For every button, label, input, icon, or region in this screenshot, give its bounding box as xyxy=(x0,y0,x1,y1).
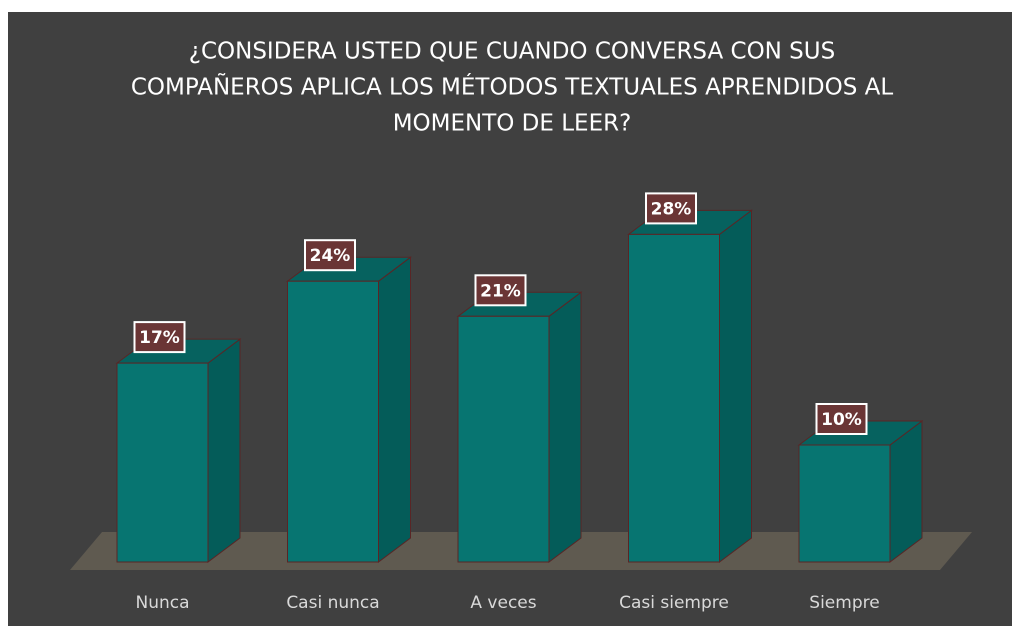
bar-side xyxy=(889,420,923,563)
bar xyxy=(798,444,891,563)
value-label: 17% xyxy=(139,328,180,348)
bar xyxy=(628,233,720,563)
x-tick-label: Siempre xyxy=(809,593,879,613)
bar xyxy=(287,280,379,563)
bar xyxy=(116,362,209,563)
value-label-box xyxy=(133,321,186,354)
x-tick-label: A veces xyxy=(470,593,536,613)
bar xyxy=(457,315,550,563)
value-label: 21% xyxy=(480,281,521,301)
chart-title: COMPAÑEROS APLICA LOS MÉTODOS TEXTUALES … xyxy=(131,73,894,101)
value-label-box xyxy=(304,239,356,272)
chart-title: ¿CONSIDERA USTED QUE CUANDO CONVERSA CON… xyxy=(189,39,835,65)
value-label: 28% xyxy=(651,199,692,219)
bar-side xyxy=(719,209,752,563)
x-tick-label: Casi siempre xyxy=(619,593,729,613)
x-tick-label: Casi nunca xyxy=(286,593,379,613)
value-label: 24% xyxy=(310,246,351,266)
value-label-box xyxy=(645,192,697,225)
value-label-box xyxy=(815,403,868,435)
value-label: 10% xyxy=(821,410,862,430)
bar-side xyxy=(207,338,241,563)
bar-side xyxy=(548,291,582,563)
value-label-box xyxy=(474,274,527,307)
bar-side xyxy=(378,256,411,563)
x-tick-label: Nunca xyxy=(135,593,189,613)
chart-title: MOMENTO DE LEER? xyxy=(393,111,632,137)
